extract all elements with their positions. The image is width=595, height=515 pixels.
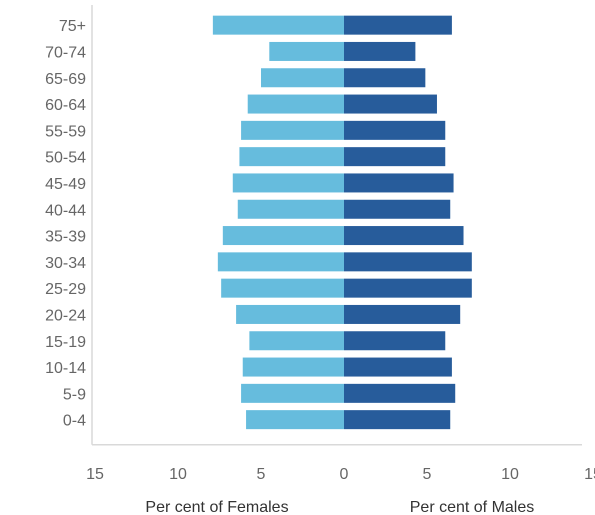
female-bar [249,331,344,351]
y-tick-label: 5-9 [63,386,86,403]
y-tick-label: 30-34 [45,255,86,272]
male-bar [344,357,452,377]
y-tick-label: 75+ [59,18,86,35]
x-axis-title-females: Per cent of Females [145,499,288,515]
male-bar [344,94,437,114]
y-tick-label: 55-59 [45,123,86,140]
y-tick-label: 20-24 [45,307,86,324]
bars-layer [212,15,472,430]
female-bar [232,173,344,193]
female-bar [239,147,344,167]
y-tick-label: 60-64 [45,97,86,114]
female-bar [246,410,344,430]
female-bar [236,304,344,324]
female-bar [217,252,344,272]
x-tick-label: 5 [257,466,266,483]
y-tick-label: 70-74 [45,44,86,61]
x-tick-label: 5 [423,466,432,483]
axes-layer [91,5,582,446]
male-bar [344,15,452,35]
y-tick-label: 65-69 [45,71,86,88]
male-bar [344,331,446,351]
y-tick-label: 15-19 [45,334,86,351]
y-tick-label: 50-54 [45,150,86,167]
female-bar [269,41,344,61]
y-tick-label: 10-14 [45,360,86,377]
female-bar [261,68,344,88]
male-bar [344,226,464,246]
male-bar [344,173,454,193]
x-axis-title-males: Per cent of Males [410,499,535,515]
male-bar [344,147,446,167]
female-bar [241,383,344,403]
male-bar [344,383,456,403]
female-bar [241,120,344,140]
female-bar [237,199,344,219]
x-tick-label: 10 [169,466,187,483]
y-tick-label: 35-39 [45,229,86,246]
male-bar [344,68,426,88]
y-tick-label: 45-49 [45,176,86,193]
x-tick-label: 15 [86,466,104,483]
male-bar [344,199,451,219]
y-tick-label: 0-4 [63,413,86,430]
x-tick-label: 0 [340,466,349,483]
male-bar [344,278,472,298]
female-bar [212,15,344,35]
male-bar [344,252,472,272]
x-tick-label: 15 [584,466,595,483]
labels-layer: 75+ 70-74 65-69 60-64 55-59 50-54 45-49 40-44 35… [45,18,595,483]
x-tick-label: 10 [501,466,519,483]
female-bar [221,278,344,298]
y-tick-label: 25-29 [45,281,86,298]
female-bar [222,226,344,246]
male-bar [344,120,446,140]
male-bar [344,41,416,61]
male-bar [344,410,451,430]
y-tick-label: 40-44 [45,202,86,219]
female-bar [247,94,344,114]
male-bar [344,304,461,324]
female-bar [242,357,344,377]
